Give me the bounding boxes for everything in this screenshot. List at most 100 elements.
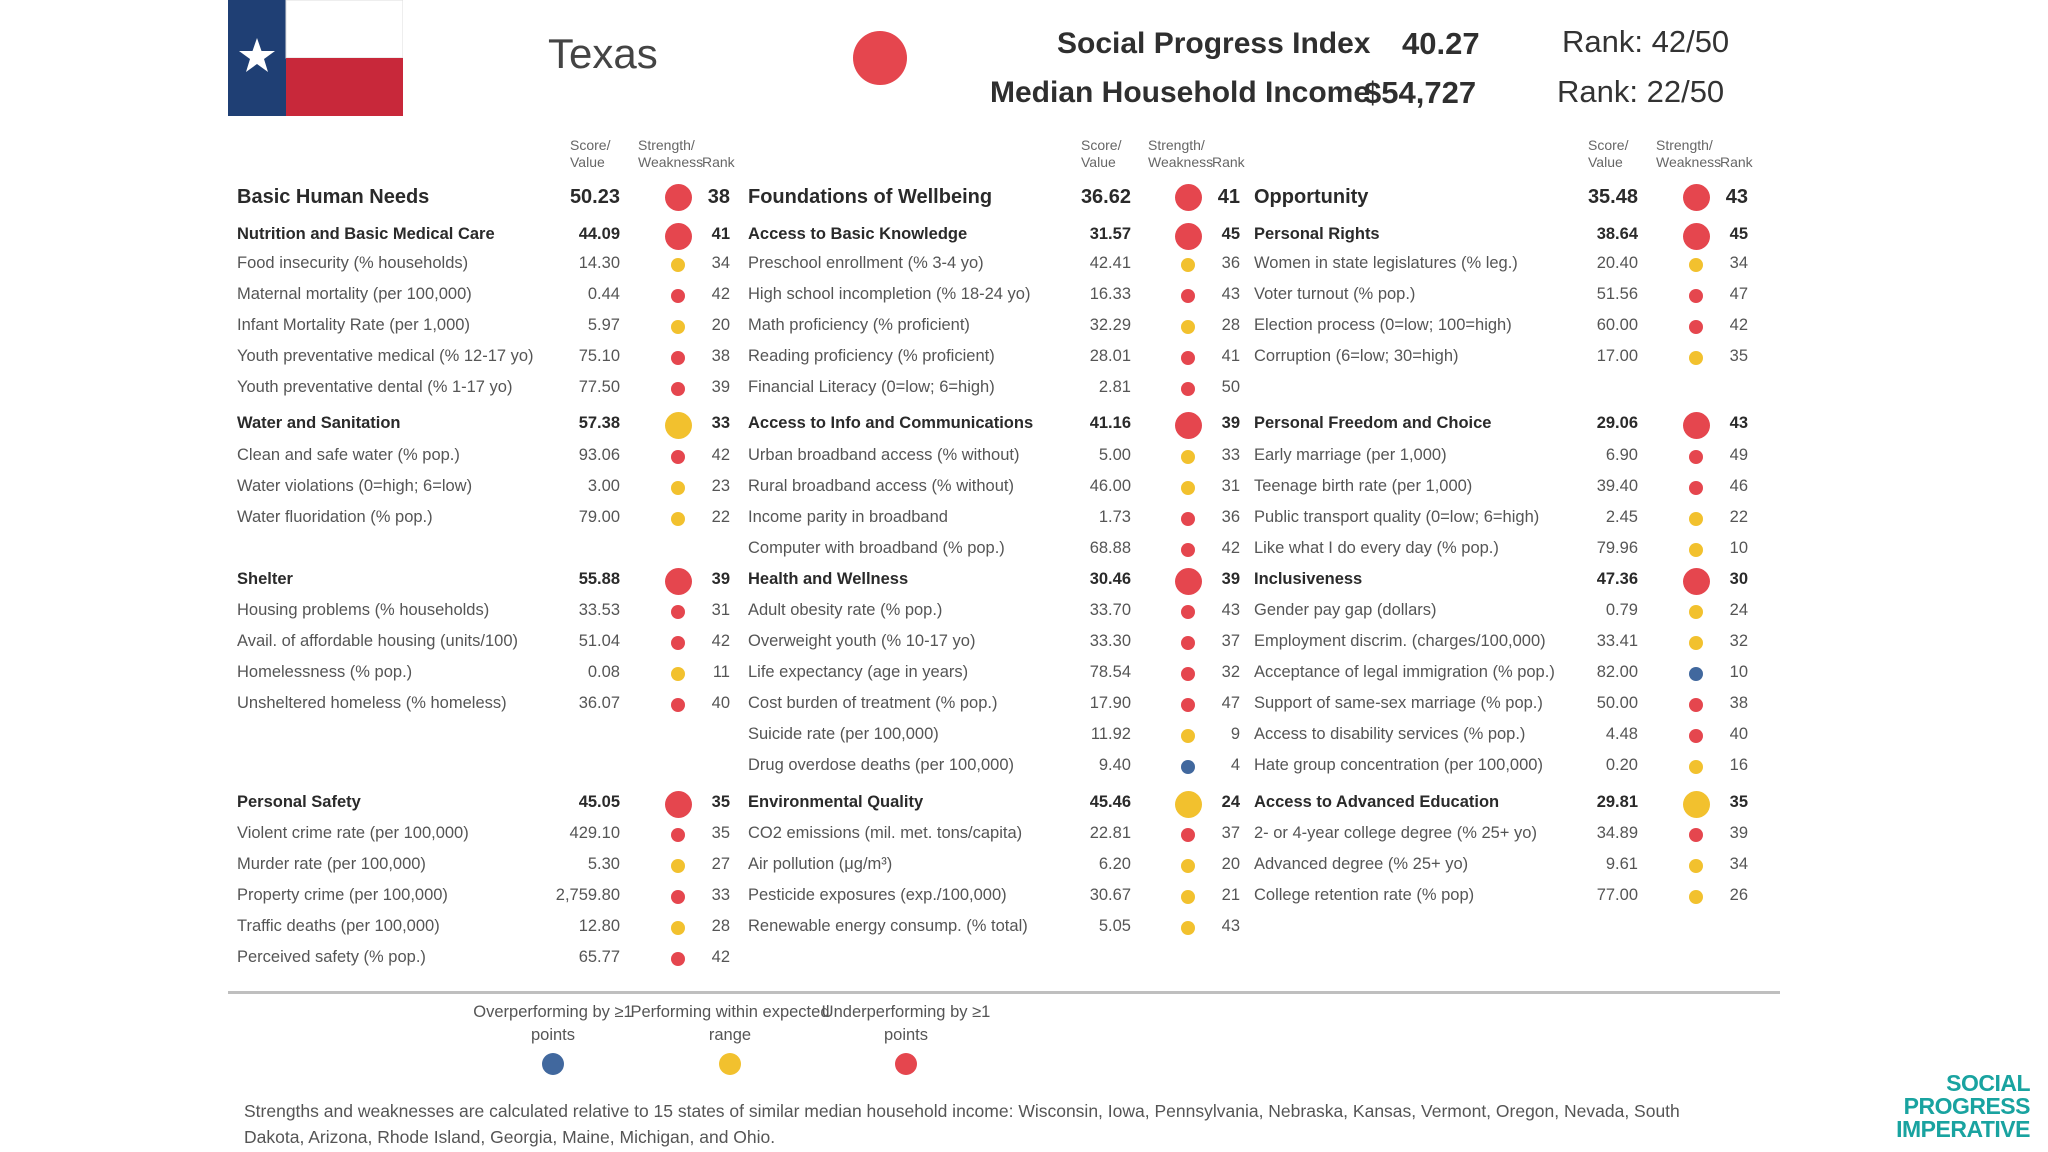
strength-weakness-dot — [1181, 512, 1195, 526]
row-rank: 35 — [1729, 793, 1748, 811]
strength-weakness-dot — [1181, 289, 1195, 303]
strength-weakness-dot — [1181, 351, 1195, 365]
strength-weakness-dot — [671, 667, 685, 681]
row-label: Opportunity — [1254, 186, 1369, 208]
row-score-value: 32.29 — [1089, 316, 1131, 334]
row-label: Property crime (per 100,000) — [237, 886, 448, 904]
row-label: Employment discrim. (charges/100,000) — [1254, 632, 1546, 650]
row-score-value: 1.73 — [1098, 508, 1131, 526]
row-rank: 16 — [1729, 756, 1748, 774]
row-label: Basic Human Needs — [237, 186, 430, 208]
row-rank: 20 — [1221, 855, 1240, 873]
strength-weakness-dot — [1689, 698, 1703, 712]
row-score-value: 42.41 — [1089, 254, 1131, 272]
row-score-value: 2.45 — [1605, 508, 1638, 526]
row-score-value: 33.70 — [1089, 601, 1131, 619]
row-score-value: 47.36 — [1596, 570, 1638, 588]
strength-weakness-dot — [671, 636, 685, 650]
row-label: Acceptance of legal immigration (% pop.) — [1254, 663, 1555, 681]
strength-weakness-dot — [1689, 351, 1703, 365]
row-score-value: 57.38 — [578, 414, 620, 432]
row-rank: 27 — [711, 855, 730, 873]
row-rank: 37 — [1221, 632, 1240, 650]
row-label: Teenage birth rate (per 1,000) — [1254, 477, 1473, 495]
strength-weakness-dot — [664, 183, 692, 211]
strength-weakness-dot — [1682, 411, 1710, 439]
row-label: Access to Info and Communications — [748, 414, 1034, 432]
strength-weakness-header-line1: Strength/ — [638, 137, 695, 153]
strength-weakness-dot — [671, 890, 685, 904]
row-label: Gender pay gap (dollars) — [1254, 601, 1437, 619]
strength-weakness-dot — [671, 698, 685, 712]
row-label: Reading proficiency (% proficient) — [748, 347, 995, 365]
spi-label: Social Progress Index — [1057, 27, 1371, 60]
strength-weakness-dot — [1174, 183, 1202, 211]
row-label: Like what I do every day (% pop.) — [1254, 539, 1499, 557]
strength-weakness-dot — [1181, 382, 1195, 396]
row-rank: 41 — [1221, 347, 1240, 365]
row-score-value: 79.00 — [578, 508, 620, 526]
row-score-value: 2,759.80 — [555, 886, 620, 904]
row-rank: 39 — [1221, 414, 1240, 432]
row-score-value: 50.23 — [569, 186, 620, 208]
strength-weakness-dot — [1689, 890, 1703, 904]
legend-under-label: Underperforming by ≥1 points — [821, 1003, 991, 1044]
strength-weakness-dot — [1689, 760, 1703, 774]
row-label: Support of same-sex marriage (% pop.) — [1254, 694, 1543, 712]
score-value-header-line1: Score/ — [1081, 137, 1122, 153]
row-score-value: 28.01 — [1089, 347, 1131, 365]
row-label: Suicide rate (per 100,000) — [748, 725, 939, 743]
row-rank: 20 — [711, 316, 730, 334]
row-score-value: 33.53 — [578, 601, 620, 619]
row-score-value: 77.00 — [1596, 886, 1638, 904]
row-rank: 34 — [1729, 855, 1748, 873]
row-label: Voter turnout (% pop.) — [1254, 285, 1416, 303]
row-score-value: 55.88 — [578, 570, 620, 588]
row-rank: 21 — [1221, 886, 1240, 904]
row-rank: 43 — [1221, 601, 1240, 619]
row-label: 2- or 4-year college degree (% 25+ yo) — [1254, 824, 1537, 842]
row-score-value: 29.81 — [1596, 793, 1638, 811]
row-label: High school incompletion (% 18-24 yo) — [748, 285, 1031, 303]
row-score-value: 9.40 — [1098, 756, 1131, 774]
row-rank: 47 — [1729, 285, 1748, 303]
row-label: Water violations (0=high; 6=low) — [237, 477, 473, 495]
row-rank: 35 — [711, 793, 730, 811]
strength-weakness-dot — [1181, 481, 1195, 495]
state-name: Texas — [548, 30, 658, 77]
score-value-header-3: Score/Value — [1588, 137, 1628, 171]
row-label: Life expectancy (age in years) — [748, 663, 969, 681]
row-label: Personal Freedom and Choice — [1254, 414, 1492, 432]
row-score-value: 39.40 — [1596, 477, 1638, 495]
strength-weakness-dot — [1181, 543, 1195, 557]
row-label: Pesticide exposures (exp./100,000) — [748, 886, 1007, 904]
score-value-header-line1: Score/ — [570, 137, 611, 153]
row-rank: 31 — [1221, 477, 1240, 495]
strength-weakness-dot — [1181, 450, 1195, 464]
strength-weakness-dot — [1689, 320, 1703, 334]
row-label: Homelessness (% pop.) — [237, 663, 413, 681]
strength-weakness-dot — [671, 289, 685, 303]
income-rank: Rank: 22/50 — [1557, 74, 1725, 109]
row-score-value: 36.62 — [1080, 186, 1131, 208]
row-label: Math proficiency (% proficient) — [748, 316, 970, 334]
row-label: Early marriage (per 1,000) — [1254, 446, 1447, 464]
strength-weakness-dot — [1682, 790, 1710, 818]
strength-weakness-dot — [1181, 890, 1195, 904]
strength-weakness-dot — [1181, 667, 1195, 681]
row-label: Avail. of affordable housing (units/100) — [237, 632, 518, 650]
row-label: Housing problems (% households) — [237, 601, 490, 619]
row-score-value: 36.07 — [578, 694, 620, 712]
row-score-value: 31.57 — [1089, 225, 1131, 243]
row-label: CO2 emissions (mil. met. tons/capita) — [748, 824, 1023, 842]
strength-weakness-dot — [1689, 605, 1703, 619]
row-rank: 40 — [711, 694, 730, 712]
strength-weakness-header-2: Strength/Weakness — [1148, 137, 1213, 171]
row-rank: 34 — [711, 254, 730, 272]
row-score-value: 22.81 — [1089, 824, 1131, 842]
row-label: Overweight youth (% 10-17 yo) — [748, 632, 976, 650]
star-icon — [239, 38, 275, 72]
row-label: Renewable energy consump. (% total) — [748, 917, 1028, 935]
row-label: Income parity in broadband — [748, 508, 948, 526]
row-score-value: 4.48 — [1605, 725, 1638, 743]
